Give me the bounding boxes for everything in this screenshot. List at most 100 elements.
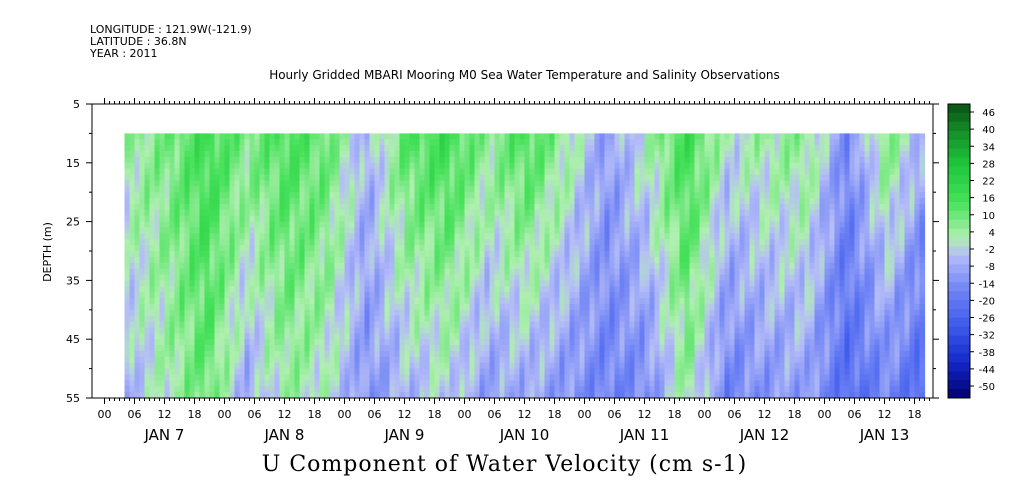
heatmap-cell (319, 292, 326, 299)
heatmap-cell (594, 368, 601, 375)
heatmap-cell (269, 321, 276, 328)
heatmap-cell (234, 386, 241, 393)
heatmap-cell (554, 262, 561, 270)
heatmap-cell (319, 133, 326, 140)
heatmap-cell (169, 368, 176, 375)
heatmap-cell (529, 192, 536, 199)
heatmap-cell (269, 262, 276, 270)
heatmap-cell (424, 298, 431, 305)
heatmap-cell (204, 139, 211, 146)
heatmap-cell (474, 180, 481, 187)
heatmap-cell (239, 233, 246, 240)
heatmap-cell (159, 356, 166, 364)
heatmap-cell (489, 315, 496, 322)
heatmap-cell (619, 333, 626, 340)
heatmap-cell (644, 333, 651, 340)
heatmap-cell (454, 315, 461, 322)
heatmap-cell (579, 315, 586, 322)
heatmap-cell (324, 203, 331, 211)
heatmap-cell (289, 303, 296, 311)
heatmap-cell (379, 133, 386, 140)
heatmap-cell (554, 274, 561, 281)
heatmap-cell (479, 215, 486, 222)
heatmap-cell (524, 374, 531, 381)
heatmap-cell (284, 245, 291, 252)
heatmap-cell (329, 345, 336, 352)
heatmap-cell (509, 245, 516, 252)
heatmap-cell (434, 392, 441, 399)
heatmap-cell (569, 203, 576, 211)
heatmap-cell (569, 145, 576, 152)
heatmap-cell (314, 362, 321, 369)
heatmap-cell (449, 139, 456, 146)
heatmap-cell (204, 192, 211, 199)
heatmap-cell (364, 345, 371, 352)
heatmap-cell (429, 145, 436, 152)
heatmap-cell (389, 356, 396, 364)
heatmap-cell (174, 145, 181, 152)
heatmap-cell (564, 174, 571, 181)
heatmap-cell (539, 162, 546, 170)
heatmap-cell (229, 151, 236, 158)
heatmap-cell (569, 339, 576, 346)
heatmap-cell (339, 251, 346, 258)
heatmap-cell (419, 233, 426, 240)
heatmap-cell (309, 339, 316, 346)
heatmap-cell (609, 345, 616, 352)
heatmap-cell (329, 292, 336, 299)
heatmap-cell (219, 309, 226, 317)
heatmap-cell (564, 162, 571, 170)
heatmap-cell (494, 274, 501, 281)
heatmap-cell (604, 392, 611, 399)
heatmap-cell (279, 380, 286, 387)
heatmap-cell (349, 209, 356, 217)
heatmap-cell (184, 286, 191, 293)
heatmap-cell (634, 333, 641, 340)
heatmap-cell (334, 292, 341, 299)
heatmap-cell (624, 327, 631, 334)
heatmap-cell (454, 180, 461, 187)
heatmap-cell (399, 362, 406, 369)
heatmap-cell (309, 380, 316, 387)
heatmap-cell (449, 180, 456, 187)
heatmap-cell (154, 262, 161, 270)
heatmap-cell (284, 156, 291, 164)
heatmap-cell (234, 315, 241, 322)
heatmap-cell (309, 151, 316, 158)
heatmap-cell (284, 356, 291, 364)
heatmap-cell (489, 380, 496, 387)
heatmap-cell (529, 345, 536, 352)
heatmap-cell (149, 203, 156, 211)
heatmap-cell (189, 151, 196, 158)
heatmap-cell (649, 215, 656, 222)
heatmap-cell (169, 356, 176, 364)
heatmap-cell (489, 262, 496, 270)
heatmap-cell (499, 227, 506, 234)
heatmap-cell (399, 209, 406, 217)
heatmap-cell (439, 298, 446, 305)
heatmap-cell (304, 327, 311, 334)
heatmap-cell (309, 292, 316, 299)
heatmap-cell (214, 268, 221, 275)
heatmap-cell (424, 239, 431, 246)
heatmap-cell (464, 145, 471, 152)
heatmap-cell (229, 356, 236, 364)
heatmap-cell (484, 139, 491, 146)
heatmap-cell (264, 315, 271, 322)
heatmap-cell (379, 362, 386, 369)
heatmap-cell (529, 156, 536, 164)
heatmap-cell (479, 174, 486, 181)
heatmap-cell (279, 233, 286, 240)
heatmap-cell (574, 303, 581, 311)
heatmap-cell (489, 321, 496, 328)
heatmap-cell (339, 280, 346, 287)
heatmap-cell (459, 227, 466, 234)
heatmap-cell (254, 209, 261, 217)
heatmap-cell (599, 386, 606, 393)
heatmap-cell (529, 356, 536, 364)
heatmap-cell (644, 156, 651, 164)
heatmap-cell (559, 215, 566, 222)
heatmap-cell (269, 156, 276, 164)
heatmap-cell (364, 386, 371, 393)
heatmap-cell (484, 180, 491, 187)
